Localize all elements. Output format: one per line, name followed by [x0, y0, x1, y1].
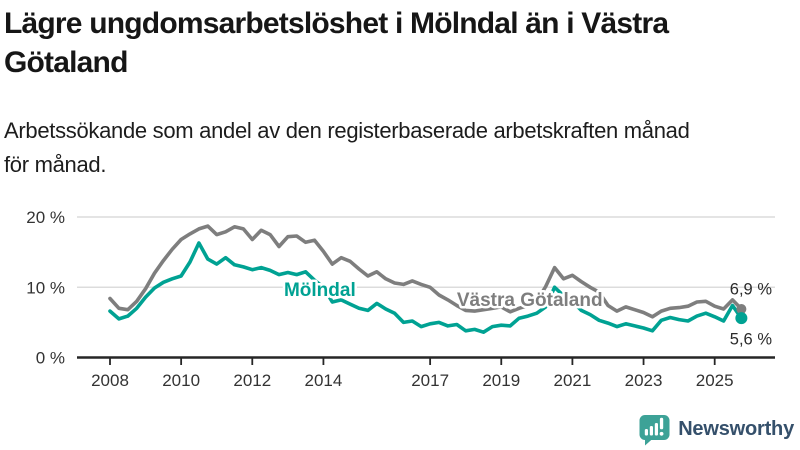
- x-axis-label-2019: 2019: [482, 371, 520, 390]
- end-value-label-molndal: 5,6 %: [730, 331, 773, 349]
- series-label-vastra-gotaland: Västra Götaland: [457, 290, 603, 311]
- newsworthy-wordmark: Newsworthy: [678, 417, 794, 440]
- series-label-molndal: Mölndal: [284, 280, 356, 301]
- logo-exclamation-dot: [659, 431, 664, 436]
- series-line-molndal: [108, 241, 744, 335]
- x-axis-label-2025: 2025: [696, 371, 734, 390]
- end-value-label-vastra-gotaland: 6,9 %: [730, 281, 773, 299]
- headline: Lägre ungdomsarbetslöshet i Mölndal än i…: [4, 4, 669, 82]
- series-end-dot-molndal: [735, 312, 748, 325]
- y-axis-label-10: 10 %: [26, 278, 65, 297]
- logo-bar-tall: [654, 422, 659, 435]
- logo-bubble-shape: [639, 414, 670, 440]
- y-axis-label-20: 20 %: [26, 208, 65, 227]
- newsworthy-speech-bubble-chart-icon: [639, 414, 670, 445]
- x-axis-label-2010: 2010: [162, 371, 200, 390]
- x-axis-label-2017: 2017: [411, 371, 449, 390]
- logo-exclamation-bar: [660, 417, 664, 429]
- logo-bubble-tail: [645, 437, 654, 445]
- logo-bar-small: [644, 428, 649, 435]
- y-axis-label-0: 0 %: [36, 349, 65, 368]
- x-axis-label-2014: 2014: [305, 371, 343, 390]
- x-axis-label-2012: 2012: [233, 371, 271, 390]
- subtitle-line-1: Arbetssökande som andel av den registerb…: [4, 118, 690, 143]
- x-axis-label-2021: 2021: [553, 371, 591, 390]
- headline-line-2: Götaland: [4, 46, 128, 79]
- x-axis-label-2008: 2008: [91, 371, 129, 390]
- subtitle-line-2: för månad.: [4, 152, 107, 177]
- headline-line-1: Lägre ungdomsarbetslöshet i Mölndal än i…: [4, 7, 669, 40]
- logo-bar-medium: [649, 425, 654, 435]
- series-end-dot-vastra-gotaland: [736, 304, 747, 315]
- subtitle: Arbetssökande som andel av den registerb…: [4, 114, 690, 182]
- x-axis-label-2023: 2023: [625, 371, 663, 390]
- series-line-vastra-gotaland: [108, 224, 744, 319]
- newsworthy-logo: Newsworthy: [638, 411, 794, 447]
